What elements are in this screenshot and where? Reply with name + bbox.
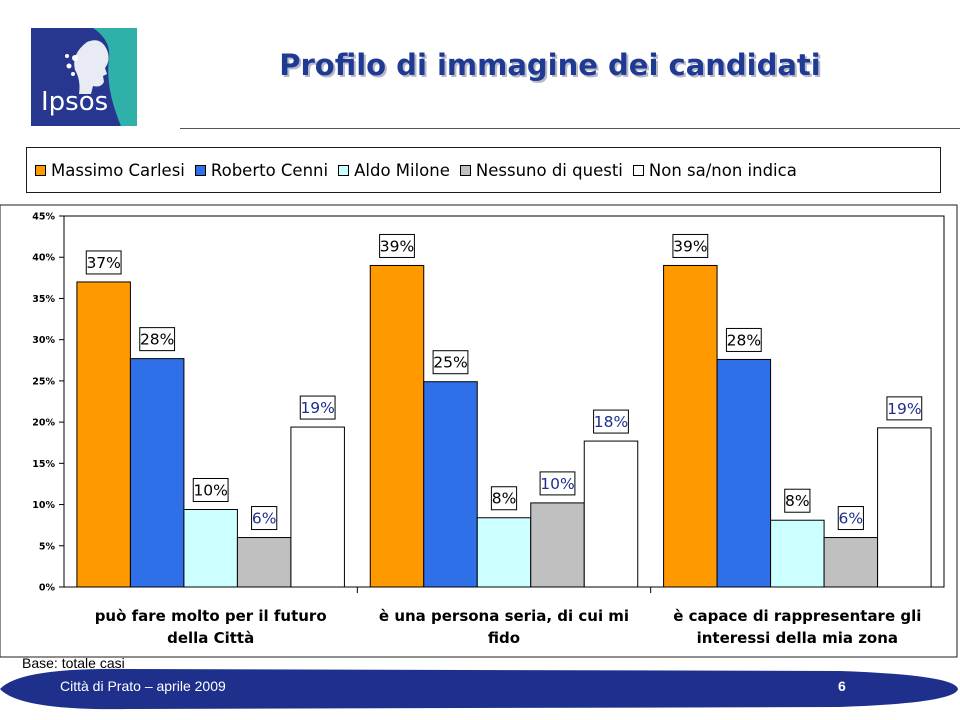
legend-item: Massimo Carlesi (35, 161, 185, 180)
data-label-box (432, 350, 469, 375)
bar (663, 264, 718, 588)
base-note: Base: totale casi (22, 655, 125, 671)
data-label-box (593, 409, 629, 434)
bar (530, 502, 585, 588)
bar (76, 281, 131, 588)
x-category-label: fido (488, 629, 520, 647)
y-tick-label: 20% (32, 418, 55, 429)
y-tick-label: 15% (32, 459, 55, 470)
y-tick-label: 25% (32, 376, 55, 387)
legend-swatch (194, 164, 206, 176)
legend-label: Aldo Milone (354, 160, 450, 180)
data-label: 37% (86, 254, 120, 272)
y-tick-label: 5% (39, 541, 56, 552)
data-label-box (539, 471, 576, 496)
data-label: 25% (433, 354, 467, 372)
bar (369, 264, 425, 588)
data-label: 10% (193, 482, 227, 500)
y-tick-label: 10% (32, 500, 55, 511)
data-label: 6% (252, 510, 277, 528)
data-label: 8% (785, 492, 810, 510)
data-label: 28% (140, 331, 174, 349)
data-label: 28% (727, 331, 761, 349)
bar (423, 381, 478, 588)
bar (770, 519, 825, 588)
bar (877, 427, 932, 588)
bar (583, 440, 639, 588)
data-label-box (85, 250, 122, 275)
data-label-box (299, 395, 336, 420)
legend-item: Roberto Cenni (194, 160, 329, 180)
data-label: 18% (594, 413, 628, 431)
y-tick-label: 30% (32, 335, 55, 346)
bar (290, 426, 345, 588)
data-label: 39% (380, 237, 414, 255)
footer-bar (0, 668, 958, 710)
y-tick-label: 0% (39, 583, 56, 594)
data-label-box (379, 233, 415, 258)
legend-label: Massimo Carlesi (51, 160, 185, 180)
legend-swatch (35, 164, 46, 176)
x-category-label: interessi della mia zona (697, 629, 898, 647)
data-label: 6% (839, 510, 864, 528)
x-category-label: della Città (167, 629, 254, 647)
legend-item: Aldo Milone (338, 161, 450, 180)
chart-legend: Massimo Carlesi Roberto Cenni Aldo Milone N… (26, 147, 941, 193)
legend-label: Non sa/non indica (648, 160, 797, 180)
legend-swatch (632, 164, 644, 176)
x-category-label: è una persona seria, di cui mi (379, 607, 629, 625)
legend-swatch (338, 164, 350, 176)
chart-frame (0, 204, 958, 658)
y-tick-label: 40% (32, 253, 55, 264)
legend-swatch (459, 164, 471, 176)
data-label-box (784, 488, 811, 513)
page-title: Profilo di immagine dei candidati (279, 48, 821, 82)
data-label-box (490, 486, 518, 511)
data-label-box (251, 506, 278, 531)
data-label-box (192, 478, 229, 503)
data-label: 8% (492, 490, 517, 508)
title-divider (180, 128, 960, 129)
bar (236, 537, 292, 588)
legend-item: Non sa/non indica (632, 160, 797, 180)
bar (823, 537, 879, 588)
legend-label: Roberto Cenni (210, 160, 329, 180)
footer-text: Città di Prato – aprile 2009 (60, 678, 226, 694)
legend-item: Nessuno di questi (459, 160, 623, 180)
bar (476, 517, 532, 588)
bar (716, 358, 772, 588)
data-label-box (725, 327, 762, 352)
data-label: 19% (300, 399, 334, 417)
data-label-box (886, 396, 923, 421)
data-label-box (672, 233, 709, 258)
page-number: 6 (838, 678, 846, 694)
data-label: 10% (540, 475, 574, 493)
x-category-label: è capace di rappresentare gli (673, 607, 921, 625)
y-tick-label: 45% (32, 212, 55, 223)
data-label: 19% (887, 400, 921, 418)
y-tick-label: 35% (32, 294, 55, 305)
data-label: 39% (673, 237, 707, 255)
x-category-label: può fare molto per il futuro (95, 607, 327, 625)
bar (183, 509, 238, 588)
data-label-box (139, 327, 176, 352)
data-label-box (837, 506, 864, 531)
legend-label: Nessuno di questi (475, 160, 623, 180)
ipsos-logo: Ipsos (31, 28, 137, 126)
bar (129, 358, 185, 588)
logo-wordmark: Ipsos (41, 87, 108, 117)
